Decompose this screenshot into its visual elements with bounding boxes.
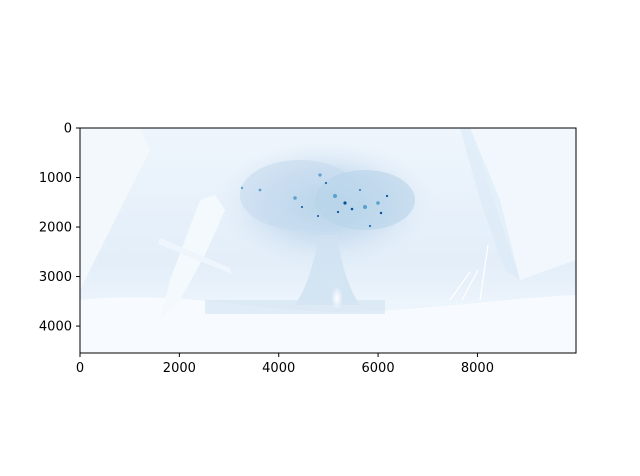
y-axis: 0 1000 2000 3000 4000 xyxy=(39,122,80,335)
x-tick-label: 8000 xyxy=(461,361,494,376)
y-tick-label: 3000 xyxy=(39,270,72,285)
x-axis: 0 2000 4000 6000 8000 xyxy=(76,353,494,376)
x-tick-label: 4000 xyxy=(262,361,295,376)
heatmap-image xyxy=(80,128,576,353)
x-tick-label: 6000 xyxy=(362,361,395,376)
y-tick-label: 1000 xyxy=(39,171,72,186)
axes-frame xyxy=(79,127,577,354)
y-tick-label: 0 xyxy=(64,122,72,137)
x-tick-label: 2000 xyxy=(163,361,196,376)
x-tick-label: 0 xyxy=(76,361,84,376)
y-tick-label: 2000 xyxy=(39,221,72,236)
y-tick-label: 4000 xyxy=(39,320,72,335)
